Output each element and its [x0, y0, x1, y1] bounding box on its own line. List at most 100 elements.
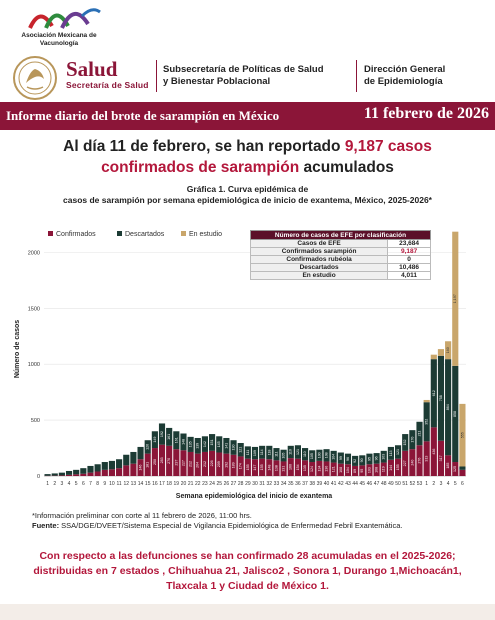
bar-confirmados [430, 427, 437, 476]
dependency-1-line2: y Bienestar Poblacional [163, 76, 271, 87]
y-axis: 0 500 1000 1500 2000 [28, 250, 40, 480]
table-cell-label: Casos de EFE [249, 239, 389, 248]
bar-descartados [223, 437, 230, 454]
dependency-2-line2: de Epidemiología [364, 76, 443, 87]
bar-value-label: 121 [239, 447, 243, 453]
bar-descartados [51, 473, 58, 476]
x-tick-label: 12 [123, 481, 129, 487]
bar-confirmados [216, 452, 223, 476]
y-tick-label: 0 [37, 474, 40, 480]
table-row: Confirmados rubéola 0 [249, 255, 431, 264]
bar-confirmados [445, 455, 452, 476]
bar-descartados [87, 465, 94, 473]
x-tick-label: 18 [166, 481, 172, 487]
bar-descartados [259, 445, 266, 459]
bar-value-label: 121 [396, 449, 400, 455]
bar-descartados [352, 455, 359, 466]
bar-confirmados [80, 473, 87, 476]
dependency-1: Subsecretaría de Políticas de Salud y Bi… [163, 64, 324, 88]
bar-descartados [344, 453, 352, 465]
bar-value-label: 189 [231, 462, 235, 468]
bar-value-label: 211 [417, 431, 421, 437]
x-tick-label: 43 [345, 481, 351, 487]
bar-value-label: 110 [289, 449, 293, 455]
x-tick-label: 52 [410, 481, 416, 487]
note-source: Fuente: SSA/DGE/DVEET/Sistema Especial d… [32, 521, 402, 531]
x-tick-label: 42 [338, 481, 344, 487]
bar-value-label: 95 [360, 469, 364, 473]
x-tick-label: 34 [281, 481, 287, 487]
bar-descartados [437, 355, 445, 441]
bar-value-label: 96 [375, 456, 379, 460]
bar-descartados [330, 450, 337, 463]
x-tick-label: 26 [224, 481, 230, 487]
chart-bar-labels: 146 181 120 250 149 283 192 270 161 237 161 227 148 2… [139, 294, 465, 473]
bar-value-label: 858 [453, 411, 457, 417]
note-source-label: Fuente: [32, 521, 60, 530]
bar-descartados [323, 449, 330, 462]
bar-confirmados [416, 445, 423, 476]
x-tick-label: 14 [138, 481, 144, 487]
bar-value-label: 270 [167, 458, 171, 464]
bar-confirmados [123, 465, 130, 476]
x-tick-label: 3 [60, 481, 63, 487]
bar-confirmados [251, 459, 259, 476]
x-tick-label: 51 [402, 481, 408, 487]
bar-descartados [387, 446, 394, 460]
bar-descartados [180, 433, 187, 451]
x-tick-label: 17 [159, 481, 165, 487]
bar-confirmados [130, 463, 137, 476]
bar-value-label: 111 [246, 450, 250, 455]
bar-en_estudio [437, 349, 445, 356]
bar-value-label: 113 [389, 450, 393, 456]
bar-confirmados [223, 453, 230, 476]
x-tick-label: 36 [295, 481, 301, 487]
x-tick-label: 29 [245, 481, 251, 487]
bar-value-label: 141 [224, 443, 228, 449]
bar-value-label: 227 [181, 460, 185, 466]
x-tick-label: 9 [103, 481, 106, 487]
x-tick-label: 37 [302, 481, 308, 487]
legend-swatch-descartados [117, 231, 122, 236]
bar-value-label: 250 [153, 459, 157, 465]
bar-confirmados [309, 462, 316, 476]
bar-value-label: 174 [239, 463, 243, 469]
bar-en_estudio [430, 354, 437, 360]
bar-descartados [402, 434, 409, 451]
x-tick-label: 39 [317, 481, 323, 487]
x-tick-label: 24 [209, 481, 215, 487]
bar-descartados [216, 436, 223, 453]
deaths-summary: Con respecto a las defunciones se han co… [33, 550, 462, 592]
bar-value-label: 152 [403, 439, 407, 445]
chart-bars [44, 231, 466, 477]
bar-descartados [309, 450, 316, 463]
x-tick-label: 47 [374, 481, 380, 487]
x-tick-label: 4 [68, 481, 71, 487]
x-tick-label: 5 [75, 481, 78, 487]
bar-value-label: 125 [453, 466, 457, 472]
bar-value-label: 1,197 [453, 294, 457, 303]
bar-value-label: 209 [217, 461, 221, 467]
bar-value-label: 120 [146, 444, 150, 450]
x-tick-label: 22 [195, 481, 201, 487]
bar-confirmados [116, 468, 123, 476]
bar-confirmados [244, 458, 251, 476]
table-row: Descartados 10,486 [249, 263, 431, 272]
bar-value-label: 135 [303, 465, 307, 471]
bar-value-label: 130 [231, 444, 235, 450]
bar-confirmados [423, 441, 430, 476]
bar-descartados [73, 469, 80, 475]
bar-confirmados [201, 451, 209, 476]
x-tick-label: 15 [145, 481, 151, 487]
bar-value-label: 114 [260, 449, 264, 455]
bar-value-label: 146 [139, 465, 143, 471]
x-tick-label: 20 [181, 481, 187, 487]
bar-descartados [273, 448, 280, 461]
bar-value-label: 283 [160, 457, 164, 463]
bar-descartados [266, 445, 273, 460]
table-row: Confirmados sarampión 9,187 [249, 247, 431, 256]
bar-descartados [409, 430, 416, 450]
x-tick-label: 1 [46, 481, 49, 487]
dependency-2: Dirección General de Epidemiología [364, 64, 445, 88]
